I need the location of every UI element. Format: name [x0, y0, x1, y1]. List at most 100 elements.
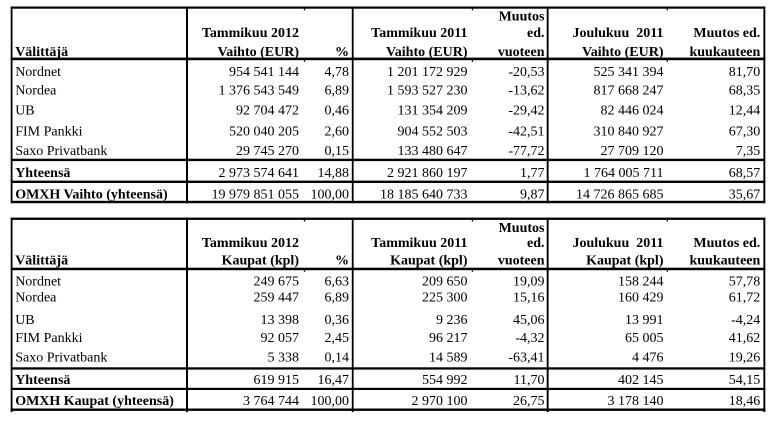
svg-text:11,70: 11,70: [514, 373, 545, 388]
svg-text:61,72: 61,72: [729, 291, 761, 306]
svg-text:ed.: ed.: [527, 26, 545, 41]
svg-text:Kaupat (kpl): Kaupat (kpl): [390, 253, 468, 268]
svg-text:2 973 574 641: 2 973 574 641: [219, 166, 300, 181]
svg-text:1 593 527 230: 1 593 527 230: [387, 84, 468, 99]
svg-text:Muutos: Muutos: [499, 221, 545, 236]
svg-text:5 338: 5 338: [268, 351, 300, 366]
svg-text:3 178 140: 3 178 140: [608, 394, 664, 409]
svg-text:92 704 472: 92 704 472: [236, 104, 299, 119]
svg-text:100,00: 100,00: [311, 188, 350, 203]
svg-text:0,36: 0,36: [325, 313, 350, 328]
svg-text:0,14: 0,14: [325, 351, 350, 366]
svg-text:-77,72: -77,72: [508, 144, 544, 159]
svg-text:92 057: 92 057: [261, 331, 300, 346]
svg-text:9 236: 9 236: [436, 313, 468, 328]
svg-text:Tammikuu 2011: Tammikuu 2011: [371, 236, 467, 251]
svg-text:133 480 647: 133 480 647: [398, 144, 468, 159]
svg-text:29 745 270: 29 745 270: [236, 144, 299, 159]
svg-text:-42,51: -42,51: [508, 125, 544, 140]
svg-text:100,00: 100,00: [311, 394, 350, 409]
svg-text:Muutos ed.: Muutos ed.: [693, 26, 760, 41]
svg-text:310 840 927: 310 840 927: [594, 125, 664, 140]
svg-text:158 244: 158 244: [618, 275, 664, 290]
svg-text:Yhteensä: Yhteensä: [15, 373, 70, 388]
svg-text:0,15: 0,15: [325, 144, 350, 159]
svg-text:520 040 205: 520 040 205: [229, 125, 299, 140]
svg-text:-4,32: -4,32: [515, 331, 544, 346]
svg-text:67,30: 67,30: [729, 125, 761, 140]
svg-text:2 970 100: 2 970 100: [412, 394, 468, 409]
svg-text:Joulukuu 2011: Joulukuu 2011: [572, 26, 663, 41]
svg-text:Välittäjä: Välittäjä: [15, 45, 68, 60]
svg-text:68,57: 68,57: [729, 166, 761, 181]
svg-text:Nordnet: Nordnet: [15, 275, 61, 290]
svg-text:259 447: 259 447: [254, 291, 300, 306]
svg-text:2,60: 2,60: [325, 125, 350, 140]
svg-text:619 915: 619 915: [254, 373, 300, 388]
svg-text:Muutos ed.: Muutos ed.: [693, 236, 760, 251]
svg-text:Kaupat (kpl): Kaupat (kpl): [586, 253, 664, 268]
svg-text:-4,24: -4,24: [731, 313, 760, 328]
svg-text:96 217: 96 217: [429, 331, 468, 346]
svg-text:FIM Pankki: FIM Pankki: [15, 125, 82, 140]
svg-text:131 354 209: 131 354 209: [398, 104, 468, 119]
svg-text:525 341 394: 525 341 394: [594, 65, 664, 80]
svg-text:4 476: 4 476: [632, 351, 664, 366]
svg-text:Muutos: Muutos: [499, 10, 545, 25]
svg-text:14,88: 14,88: [318, 166, 350, 181]
svg-text:Saxo Privatbank: Saxo Privatbank: [15, 351, 107, 366]
svg-text:Joulukuu 2011: Joulukuu 2011: [572, 236, 663, 251]
svg-text:18 185 640 733: 18 185 640 733: [380, 188, 468, 203]
svg-text:249 675: 249 675: [254, 275, 300, 290]
svg-text:18,46: 18,46: [729, 394, 761, 409]
svg-text:6,63: 6,63: [325, 275, 350, 290]
svg-text:Vaihto (EUR): Vaihto (EUR): [217, 45, 299, 60]
svg-text:Kaupat (kpl): Kaupat (kpl): [222, 253, 300, 268]
svg-text:OMXH Vaihto (yhteensä): OMXH Vaihto (yhteensä): [15, 188, 168, 203]
svg-text:12,44: 12,44: [729, 104, 761, 119]
svg-text:-20,53: -20,53: [508, 65, 544, 80]
svg-text:209 650: 209 650: [422, 275, 468, 290]
svg-text:4,78: 4,78: [325, 65, 350, 80]
svg-text:OMXH Kaupat (yhteensä): OMXH Kaupat (yhteensä): [15, 394, 174, 409]
svg-text:904 552 503: 904 552 503: [398, 125, 468, 140]
svg-text:6,89: 6,89: [325, 291, 350, 306]
svg-text:Saxo Privatbank: Saxo Privatbank: [15, 144, 107, 159]
svg-text:45,06: 45,06: [513, 313, 545, 328]
svg-text:Yhteensä: Yhteensä: [15, 166, 70, 181]
svg-text:Tammikuu 2011: Tammikuu 2011: [371, 26, 467, 41]
svg-text:13 398: 13 398: [261, 313, 300, 328]
svg-text:817 668 247: 817 668 247: [594, 84, 664, 99]
svg-text:225 300: 225 300: [422, 291, 468, 306]
svg-text:%: %: [335, 253, 349, 268]
svg-text:kuukauteen: kuukauteen: [689, 45, 760, 60]
svg-text:2,45: 2,45: [325, 331, 350, 346]
svg-text:13 991: 13 991: [625, 313, 664, 328]
svg-text:1 764 005 711: 1 764 005 711: [584, 166, 664, 181]
svg-text:-13,62: -13,62: [508, 84, 544, 99]
svg-text:68,35: 68,35: [729, 84, 761, 99]
svg-text:3 764 744: 3 764 744: [243, 394, 299, 409]
svg-text:27 709 120: 27 709 120: [601, 144, 664, 159]
svg-text:Vaihto (EUR): Vaihto (EUR): [386, 45, 468, 60]
svg-text:9,87: 9,87: [520, 188, 545, 203]
svg-text:UB: UB: [15, 104, 34, 119]
svg-text:2 921 860 197: 2 921 860 197: [387, 166, 468, 181]
svg-text:14 589: 14 589: [429, 351, 468, 366]
svg-text:19,09: 19,09: [513, 275, 545, 290]
svg-text:402 145: 402 145: [618, 373, 664, 388]
svg-text:1 376 543 549: 1 376 543 549: [219, 84, 300, 99]
svg-text:160 429: 160 429: [618, 291, 664, 306]
svg-text:Nordea: Nordea: [15, 84, 57, 99]
svg-text:vuoteen: vuoteen: [498, 45, 545, 60]
svg-text:Tammikuu 2012: Tammikuu 2012: [202, 26, 299, 41]
svg-text:Välittäjä: Välittäjä: [15, 253, 68, 268]
svg-text:Tammikuu 2012: Tammikuu 2012: [202, 236, 299, 251]
svg-text:954 541 144: 954 541 144: [229, 65, 299, 80]
svg-text:1,77: 1,77: [520, 166, 545, 181]
svg-text:-63,41: -63,41: [508, 351, 544, 366]
svg-text:1 201 172 929: 1 201 172 929: [387, 65, 468, 80]
svg-text:35,67: 35,67: [729, 188, 761, 203]
svg-text:554 992: 554 992: [422, 373, 468, 388]
svg-text:vuoteen: vuoteen: [498, 253, 545, 268]
